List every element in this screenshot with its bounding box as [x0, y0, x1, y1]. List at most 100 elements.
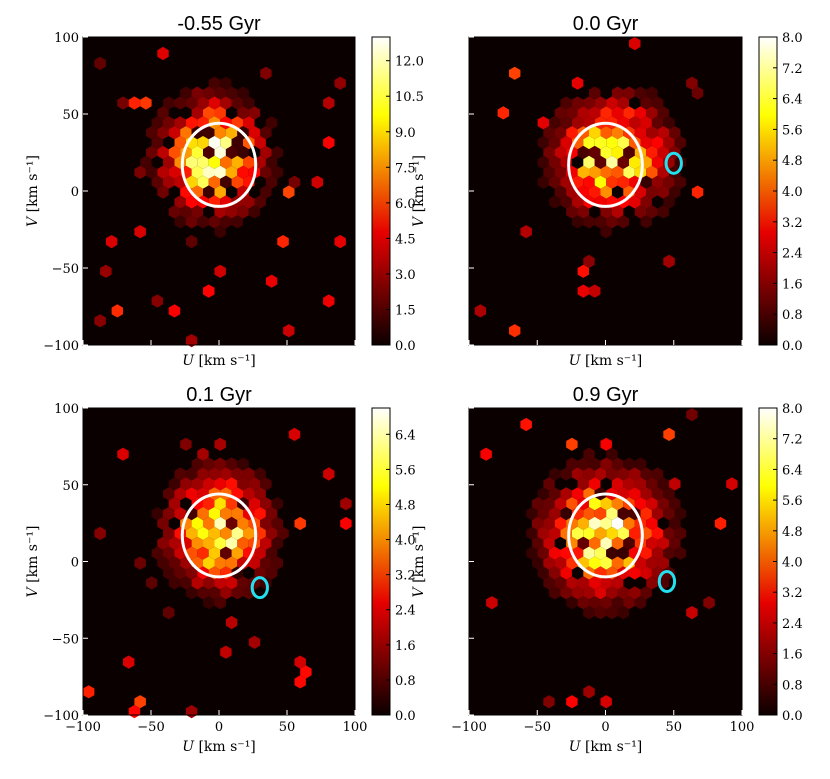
hexbin-cell [203, 596, 215, 610]
hexbin-cell [571, 195, 584, 209]
x-tick-label: 50 [665, 720, 682, 735]
x-tick-label: −50 [524, 720, 551, 735]
hexbin-cell [617, 467, 629, 481]
hexbin-cell [526, 526, 538, 540]
hexbin-cell [640, 566, 652, 580]
hexbin-cell [589, 106, 601, 120]
hexbin-cell [554, 185, 567, 199]
hexbin-cell [248, 497, 261, 511]
colorbar-gradient [371, 407, 391, 716]
hexbin-cell [651, 507, 664, 521]
hexbin-cell [686, 408, 698, 422]
hexbin-cell [208, 526, 221, 540]
hexbin-cell [145, 145, 158, 160]
hexbin-cell [651, 96, 664, 110]
hexbin-cell [617, 586, 629, 600]
hexbin-cell [265, 507, 278, 521]
hexbin-cell [294, 655, 306, 669]
hexbin-cell [566, 596, 578, 610]
hexbin-cell [225, 497, 238, 511]
hexbin-cell [203, 106, 215, 120]
hexbin-cell [94, 314, 106, 328]
colorbar-tick-label: 1.6 [395, 639, 416, 654]
hexbin-cell [646, 185, 658, 199]
y-axis-label: V [km s⁻¹] [411, 155, 427, 227]
colorbar-tick-label: 6.4 [782, 463, 803, 478]
reference-circle [567, 121, 644, 208]
hexbin-cell [651, 487, 664, 501]
hexbin-cell [283, 185, 295, 199]
hexbin-cell [583, 526, 595, 540]
y-tick-label: −50 [52, 262, 79, 277]
hexbin-cell [248, 477, 261, 491]
hexbin-cell [237, 536, 249, 550]
hexbin-cell [543, 516, 555, 531]
hexbin-cell [254, 136, 266, 150]
hexbin-cell [237, 185, 249, 199]
hexbin-cell [549, 116, 561, 130]
hexbin-cell [549, 487, 561, 501]
hexbin-cell [663, 116, 675, 130]
hexbin-cell [231, 175, 243, 189]
hexbin-cell [174, 96, 186, 110]
hexbin-cell [526, 507, 538, 521]
hexbin-cell [566, 106, 578, 120]
hexbin-cell [634, 126, 647, 140]
hexbin-cell [117, 447, 129, 461]
hexbin-cell [554, 556, 567, 570]
panel-title: 0.1 Gyr [186, 384, 252, 406]
hexbin-cell [577, 576, 589, 590]
hexbin-cell [265, 116, 278, 130]
hexbin-cell [577, 205, 589, 219]
hexbin-cell [185, 175, 198, 189]
hexbin-cell [617, 136, 629, 150]
hexbin-cell [543, 165, 555, 179]
hexbin-cell [260, 145, 272, 160]
hexbin-cell [606, 546, 618, 560]
hexbin-cell [157, 516, 169, 531]
hexbin-cell [191, 576, 203, 590]
colorbar-tick-label: 12.0 [395, 55, 424, 70]
hexbin-cell [248, 635, 261, 649]
hexbin-cell [163, 96, 175, 110]
hexbin-cell [571, 96, 584, 110]
hexbin-cell [531, 556, 544, 570]
colorbar: 0.0 0.8 1.6 2.4 3.2 4.0 4.8 5.6 6.4 7.2 8.0 [758, 402, 803, 724]
hexbin-cell [334, 235, 346, 249]
marker-circle [250, 576, 269, 600]
hexbin-cell [174, 136, 186, 150]
hexbin-cell [237, 145, 249, 160]
hexbin-cell [571, 467, 584, 481]
hexbin-cell [340, 497, 352, 511]
hexbin-cell [265, 175, 278, 189]
hexbin-cell [560, 546, 572, 560]
hexbin-cell [549, 546, 561, 560]
hexbin-cell [646, 205, 658, 219]
hexbin-cell [248, 205, 261, 219]
hexbin-cell [606, 606, 618, 620]
hexbin-cell [646, 86, 658, 100]
hexbin-cell [606, 526, 618, 540]
hexbin-cell [623, 536, 635, 550]
colorbar-tick-label: 0.0 [782, 339, 803, 354]
hexbin-cell [203, 145, 215, 160]
x-axis-label: U [km s⁻¹] [569, 353, 643, 369]
hexbin-cell [168, 556, 181, 570]
colorbar-tick-label: 5.6 [395, 463, 416, 478]
hexbin-cell [220, 136, 232, 150]
x-tick-label: −50 [137, 720, 164, 735]
hexbin-cell [703, 596, 715, 610]
hexbin-cell [231, 526, 243, 540]
hexbin-cell [248, 126, 261, 140]
hexbin-cell [589, 145, 601, 160]
hexbin-cell [634, 596, 647, 610]
hexbin-cell [140, 96, 152, 110]
hexbin-cell [214, 106, 226, 120]
colorbar-tick-label: 1.5 [395, 303, 416, 318]
hexbin-cell [669, 477, 681, 491]
hexbin-cell [271, 145, 284, 160]
hexbin-cell [617, 215, 629, 229]
hexbin-cell [537, 175, 549, 189]
hexbin-cell [663, 136, 675, 150]
hexbin-cell [197, 526, 209, 540]
